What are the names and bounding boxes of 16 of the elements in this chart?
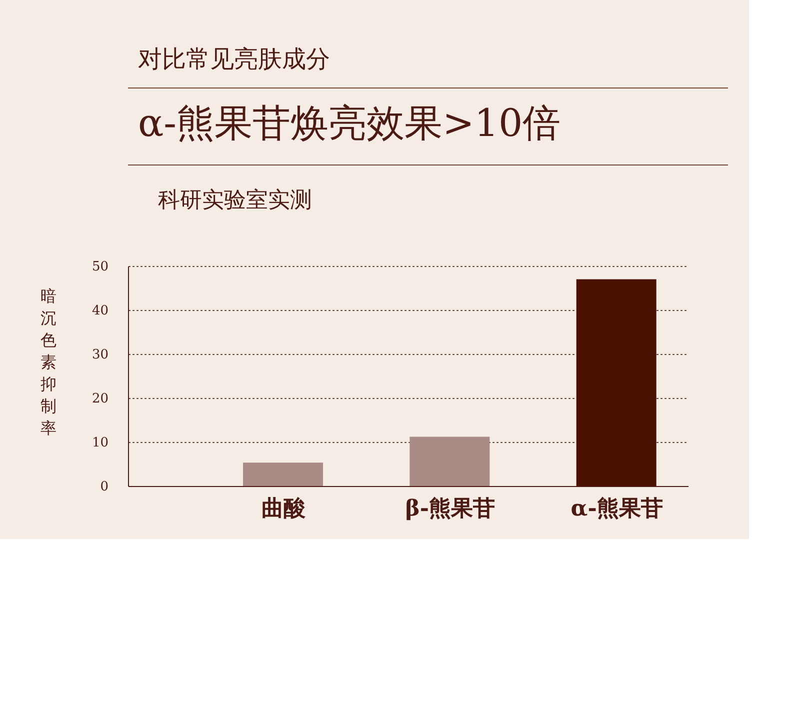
y-tick-label: 50 (92, 260, 108, 274)
y-tick-label: 30 (92, 348, 108, 362)
y-tick-label: 20 (92, 392, 108, 406)
x-tick-label: β-熊果苷 (405, 496, 496, 522)
y-tick-label: 0 (100, 480, 108, 494)
text: 科研实验室实测 (158, 188, 312, 213)
bar (576, 279, 656, 486)
x-tick-label: 曲酸 (262, 496, 306, 522)
bar (410, 436, 490, 486)
y-tick-label: 10 (92, 436, 108, 450)
y-tick-label: 40 (92, 304, 108, 318)
x-tick-label: α-熊果苷 (570, 496, 663, 522)
chart-subtitle: 对比常见亮肤成分 (138, 45, 330, 73)
bar (243, 462, 323, 486)
chart-title: α-熊果苷焕亮效果>10倍 (138, 101, 561, 145)
y-axis-title: 暗沉色素抑制率 (40, 286, 56, 438)
